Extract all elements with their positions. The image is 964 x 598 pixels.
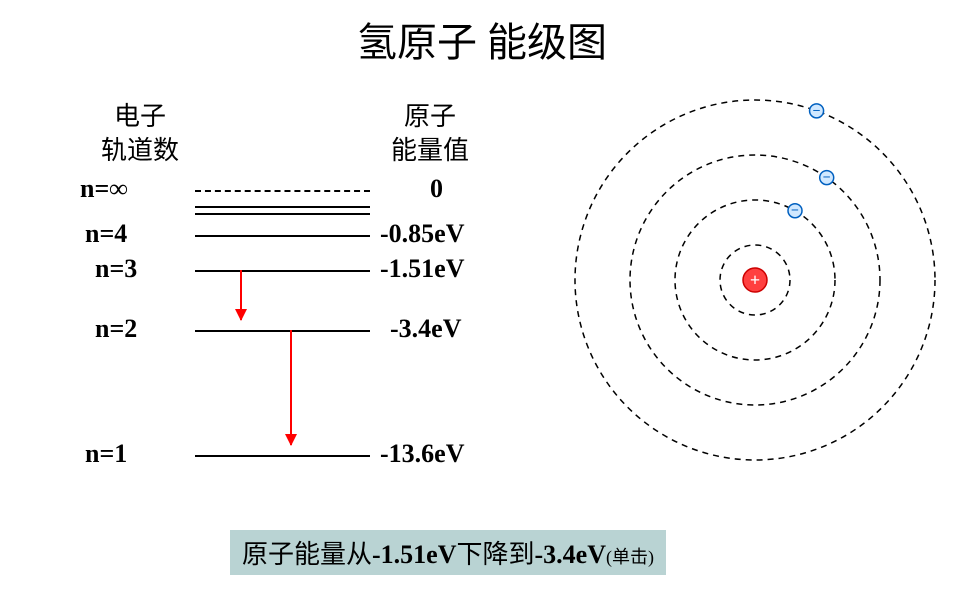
transition-arrow <box>290 330 292 445</box>
header-right: 原子能量值 <box>370 100 490 168</box>
level-energy-value: -0.85eV <box>380 219 464 249</box>
orbit-diagram: + − − − <box>560 80 960 480</box>
level-line <box>195 213 370 215</box>
page-title: 氢原子 能级图 <box>0 10 964 68</box>
level-n-label: n=1 <box>85 439 127 469</box>
level-energy-value: 0 <box>430 174 443 204</box>
level-line <box>195 235 370 237</box>
header-left: 电子轨道数 <box>80 100 200 168</box>
level-energy-value: -3.4eV <box>390 314 461 344</box>
caption-prefix: 原子能量从 <box>242 540 372 569</box>
nucleus-glyph: + <box>750 270 760 290</box>
electron-glyph: − <box>823 171 831 186</box>
electron-glyph: − <box>791 204 799 219</box>
level-line <box>195 330 370 332</box>
level-energy-value: -13.6eV <box>380 439 464 469</box>
level-n-label: n=∞ <box>80 174 128 204</box>
caption-suffix: (单击) <box>606 547 654 567</box>
level-line <box>195 206 370 208</box>
caption-box[interactable]: 原子能量从-1.51eV下降到-3.4eV(单击) <box>230 530 666 575</box>
level-n-label: n=3 <box>95 254 137 284</box>
level-n-label: n=4 <box>85 219 127 249</box>
level-line <box>195 270 370 272</box>
caption-e1: -1.51eV <box>372 540 456 569</box>
caption-mid: 下降到 <box>457 540 535 569</box>
level-n-label: n=2 <box>95 314 137 344</box>
transition-arrow <box>240 270 242 320</box>
level-energy-value: -1.51eV <box>380 254 464 284</box>
level-line <box>195 455 370 457</box>
level-line-dashed <box>195 190 370 192</box>
electron-glyph: − <box>813 104 821 119</box>
caption-e2: -3.4eV <box>535 540 606 569</box>
